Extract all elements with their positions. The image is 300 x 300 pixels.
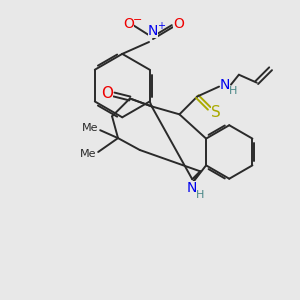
- Text: +: +: [157, 21, 165, 31]
- Text: N: N: [220, 78, 230, 92]
- Text: N: N: [148, 24, 158, 38]
- Text: N: N: [187, 181, 197, 195]
- Text: H: H: [196, 190, 204, 200]
- Text: O: O: [173, 17, 184, 31]
- Text: S: S: [211, 105, 221, 120]
- Text: O: O: [123, 17, 134, 31]
- Text: −: −: [132, 15, 142, 25]
- Text: O: O: [101, 86, 113, 101]
- Text: Me: Me: [80, 149, 97, 159]
- Text: H: H: [229, 85, 237, 96]
- Text: Me: Me: [82, 123, 98, 133]
